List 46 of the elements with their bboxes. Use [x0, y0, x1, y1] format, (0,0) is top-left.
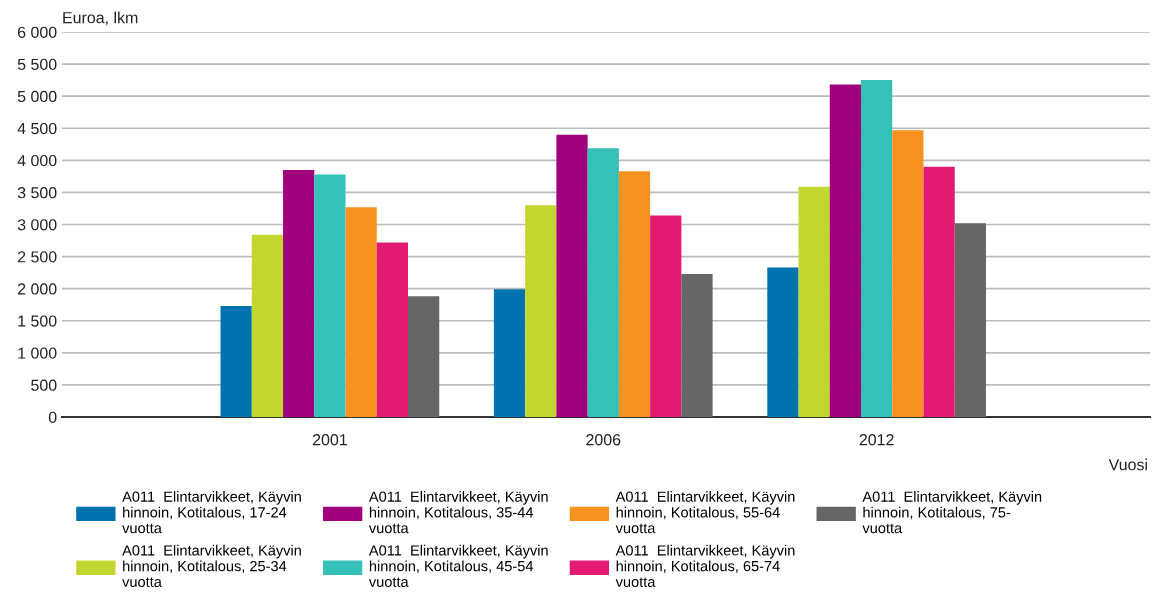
bar: [923, 166, 955, 417]
bar: [618, 171, 651, 417]
bar: [251, 234, 284, 417]
y-tick-label: 0: [48, 411, 57, 423]
bar: [314, 174, 346, 417]
bar: [408, 296, 440, 417]
y-tick-label: 6 000: [17, 26, 57, 38]
y-axis-title: Euroa, lkm: [63, 11, 138, 26]
x-tick-label: 2012: [859, 434, 894, 446]
bar: [767, 267, 799, 417]
legend-label: A011 Elintarvikkeet, Käyvin hinnoin, Kotitalous, 75- vuotta: [862, 491, 1042, 534]
bar: [345, 207, 377, 417]
y-tick-label: 3 500: [17, 187, 57, 199]
bar: [376, 242, 408, 417]
bar: [556, 134, 588, 417]
legend-label: A011 Elintarvikkeet, Käyvin hinnoin, Kotitalous, 17-24 vuotta: [122, 491, 301, 534]
bar: [954, 223, 986, 417]
y-tick-label: 1 000: [18, 347, 57, 359]
bar: [892, 130, 924, 417]
y-tick-label: 4 500: [17, 122, 57, 135]
x-tick-label: 2006: [586, 434, 621, 446]
bar: [798, 186, 830, 417]
bar: [525, 205, 557, 417]
bar: [493, 289, 526, 417]
bar: [283, 169, 315, 417]
bar: [587, 148, 619, 417]
legend-label: A011 Elintarvikkeet, Käyvin hinnoin, Kotitalous, 45-54 vuotta: [368, 544, 548, 587]
legend-label: A011 Elintarvikkeet, Käyvin hinnoin, Kotitalous, 55-64 vuotta: [615, 491, 795, 534]
y-tick-label: 3 000: [17, 219, 57, 231]
legend-label: A011 Elintarvikkeet, Käyvin hinnoin, Kotitalous, 25-34 vuotta: [122, 544, 301, 587]
y-tick-label: 4 000: [17, 154, 57, 167]
legend-label: A011 Elintarvikkeet, Käyvin hinnoin, Kotitalous, 35-44 vuotta: [368, 491, 548, 534]
bar: [861, 80, 893, 417]
bar: [220, 305, 252, 417]
y-tick-label: 1 500: [18, 315, 57, 327]
y-tick-label: 2 000: [17, 283, 57, 295]
x-axis-title: Vuosi: [1108, 458, 1147, 471]
y-tick-label: 5 000: [17, 90, 57, 103]
x-tick-label: 2001: [312, 434, 347, 446]
y-tick-label: 2 500: [17, 251, 57, 263]
y-tick-label: 5 500: [17, 58, 57, 71]
bar: [681, 273, 713, 417]
y-tick-label: 500: [31, 379, 57, 391]
bar: [829, 84, 862, 417]
bar: [650, 215, 682, 417]
legend-label: A011 Elintarvikkeet, Käyvin hinnoin, Kotitalous, 65-74 vuotta: [615, 544, 795, 587]
